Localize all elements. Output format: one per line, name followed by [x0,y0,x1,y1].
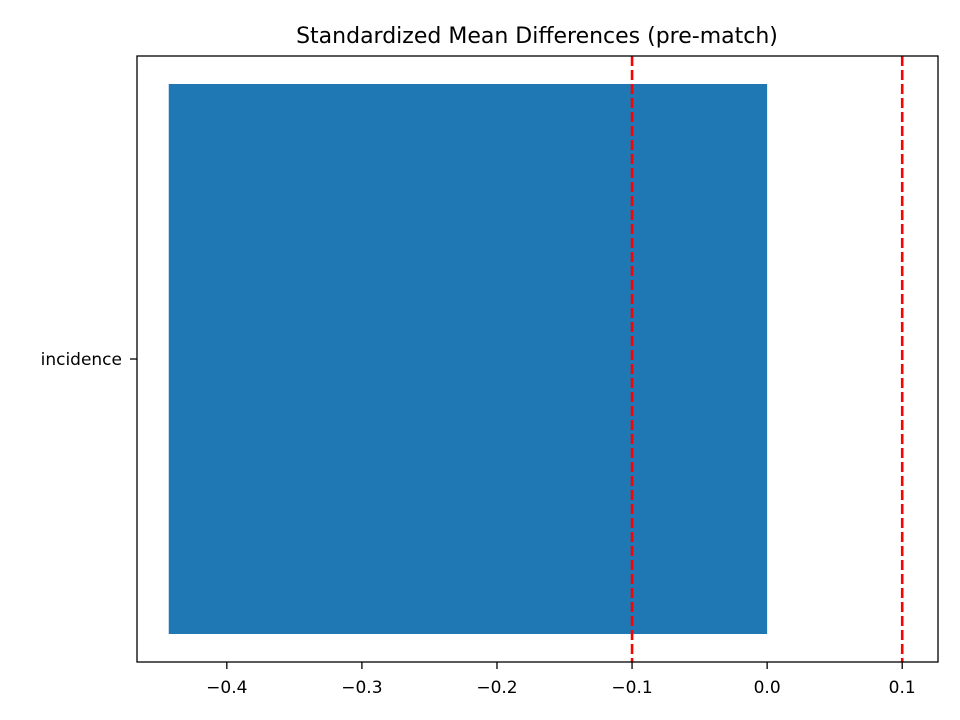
y-tick-label: incidence [41,350,122,370]
x-axis: −0.4 −0.3 −0.2 −0.1 0.0 0.1 [206,662,916,698]
plot-area [168,56,904,662]
x-tick-label: 0.1 [889,678,916,698]
chart-title: Standardized Mean Differences (pre-match… [296,24,778,49]
x-tick-label: −0.4 [206,678,247,698]
x-tick-label: −0.2 [476,678,517,698]
x-tick-label: 0.0 [754,678,781,698]
x-tick-label: −0.3 [341,678,382,698]
y-axis: incidence [41,350,137,370]
x-tick-label: −0.1 [611,678,652,698]
bar-incidence [168,84,768,634]
